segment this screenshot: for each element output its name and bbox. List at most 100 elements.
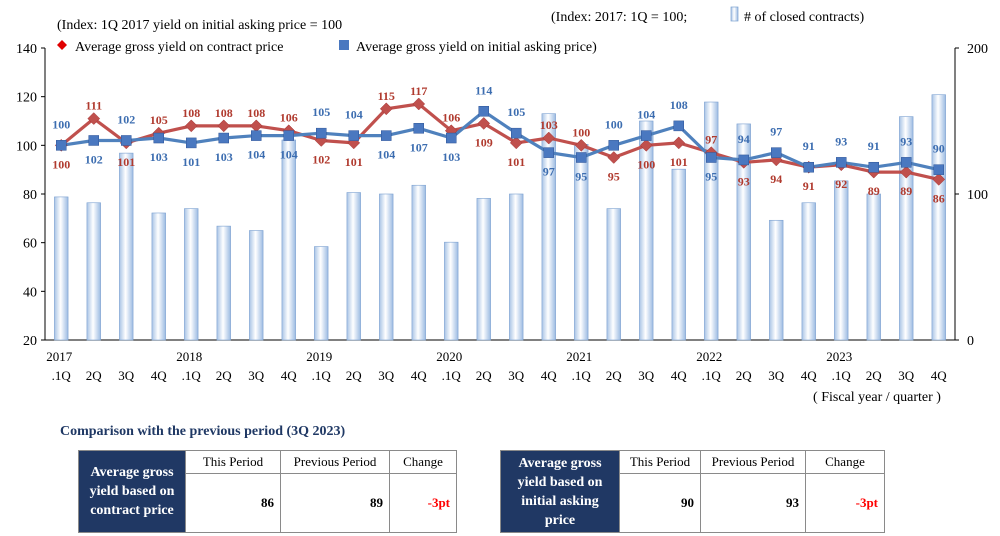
legend-contract-label: Average gross yield on contract price	[75, 40, 284, 55]
data-label-contract: 91	[803, 179, 815, 193]
x-tick-quarter: .1Q	[182, 368, 202, 383]
comparison-table-contract: Average gross yield based on contract pr…	[78, 450, 457, 533]
chart-title-right-prefix: (Index: 2017: 1Q = 100;	[551, 10, 687, 25]
contract-row-label: Average gross yield based on contract pr…	[78, 450, 186, 533]
marker-contract-yield	[932, 173, 946, 186]
bar-closed-contracts	[216, 225, 231, 341]
marker-contract-yield	[899, 165, 913, 179]
contract-change-value: -3pt	[389, 473, 457, 533]
data-label-contract: 101	[345, 155, 363, 169]
data-label-asking: 102	[117, 112, 135, 126]
bar-closed-contracts	[314, 246, 329, 341]
bar-closed-contracts	[671, 168, 686, 341]
y-left-tick-label: 100	[16, 139, 37, 154]
data-label-contract: 86	[933, 191, 945, 205]
x-tick-quarter: 3Q	[768, 368, 785, 383]
marker-contract-yield	[379, 102, 393, 116]
data-label-asking: 100	[52, 117, 70, 131]
data-label-asking: 95	[575, 170, 587, 184]
marker-asking-yield	[478, 106, 489, 117]
marker-asking-yield	[348, 130, 359, 141]
legend-asking-marker	[339, 40, 349, 50]
asking-this-value: 90	[619, 473, 701, 533]
data-label-asking: 103	[215, 150, 233, 164]
data-label-asking: 93	[900, 134, 912, 148]
x-tick-quarter: .1Q	[52, 368, 72, 383]
comparison-title: Comparison with the previous period (3Q …	[60, 424, 346, 439]
x-tick-quarter: 2Q	[606, 368, 623, 383]
x-tick-quarter: .1Q	[312, 368, 332, 383]
marker-asking-yield	[446, 132, 457, 144]
data-label-contract: 115	[378, 89, 395, 103]
x-tick-year: 2018	[176, 349, 202, 364]
y-right-tick-label: 0	[967, 334, 974, 349]
data-label-asking: 91	[803, 139, 815, 153]
bar-closed-contracts	[151, 212, 166, 341]
data-label-contract: 95	[608, 170, 620, 184]
bar-closed-contracts	[736, 123, 751, 341]
marker-asking-yield	[738, 154, 749, 166]
x-tick-quarter: 2Q	[476, 368, 493, 383]
line-contract-yield	[60, 102, 940, 181]
x-tick-quarter: 2Q	[86, 368, 103, 383]
y-left-tick-label: 40	[23, 285, 37, 300]
legend-contract-marker	[57, 40, 67, 50]
bar-closed-contracts	[346, 192, 361, 341]
data-label-asking: 97	[770, 125, 782, 139]
marker-asking-yield	[706, 152, 717, 163]
x-axis-title: ( Fiscal year / quarter )	[813, 390, 941, 405]
marker-asking-yield	[576, 152, 587, 163]
data-label-contract: 101	[507, 155, 525, 169]
x-tick-quarter: .1Q	[442, 368, 462, 383]
x-tick-quarter: 3Q	[898, 368, 915, 383]
marker-asking-yield	[803, 161, 814, 173]
data-label-asking: 93	[835, 134, 847, 148]
marker-contract-yield	[672, 136, 686, 150]
data-label-asking: 104	[345, 108, 363, 122]
bar-closed-contracts	[249, 230, 264, 341]
data-label-asking: 104	[377, 148, 395, 162]
data-label-asking: 102	[85, 152, 103, 166]
marker-contract-yield	[249, 119, 263, 133]
data-label-asking: 114	[475, 83, 492, 97]
marker-contract-yield	[607, 151, 621, 164]
asking-row-label: Average gross yield based on initial ask…	[500, 450, 620, 533]
bar-closed-contracts	[379, 193, 394, 341]
x-tick-year: 2019	[306, 349, 332, 364]
marker-asking-yield	[381, 130, 392, 141]
contract-this-value: 86	[185, 473, 281, 533]
data-label-asking: 95	[705, 170, 717, 184]
x-tick-year: 2022	[696, 349, 722, 364]
bar-closed-contracts	[184, 208, 199, 341]
line-asking-yield	[61, 109, 940, 172]
x-tick-quarter: 4Q	[931, 368, 948, 383]
x-tick-quarter: 4Q	[411, 368, 428, 383]
data-label-contract: 106	[442, 111, 460, 125]
y-left-tick-label: 120	[16, 91, 37, 106]
chart-title-right-suffix: # of closed contracts)	[744, 10, 864, 25]
data-label-contract: 97	[705, 133, 717, 147]
data-label-contract: 89	[900, 184, 912, 198]
x-tick-year: 2017	[46, 349, 73, 364]
marker-asking-yield	[673, 120, 684, 132]
bar-closed-contracts	[606, 208, 621, 341]
chart: (Index: 1Q 2017 yield on initial asking …	[16, 6, 988, 405]
data-label-contract: 106	[280, 111, 298, 125]
x-tick-quarter: 2Q	[216, 368, 233, 383]
marker-asking-yield	[868, 161, 879, 173]
data-label-asking: 105	[507, 105, 525, 119]
marker-asking-yield	[413, 123, 424, 134]
data-label-contract: 108	[215, 106, 233, 120]
asking-header-prev: Previous Period	[700, 450, 806, 474]
bar-closed-contracts	[509, 193, 524, 341]
marker-asking-yield	[901, 157, 912, 168]
y-left-tick-label: 140	[16, 42, 37, 57]
data-label-asking: 104	[247, 148, 265, 162]
marker-asking-yield	[88, 135, 99, 146]
marker-contract-yield	[639, 138, 653, 152]
y-left-tick-label: 80	[23, 188, 37, 203]
x-tick-quarter: 4Q	[541, 368, 558, 383]
bar-closed-contracts	[119, 152, 134, 341]
bar-closed-contracts	[899, 116, 914, 341]
data-label-asking: 100	[605, 117, 623, 131]
